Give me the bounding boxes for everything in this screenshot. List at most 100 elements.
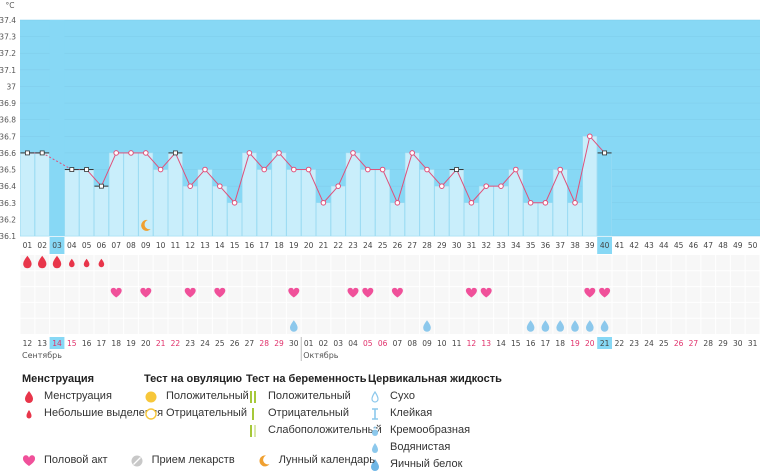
bar xyxy=(404,152,420,237)
calendar-date: 02 xyxy=(319,339,329,348)
day-number: 08 xyxy=(126,241,136,250)
data-point xyxy=(84,167,89,172)
series-line xyxy=(456,169,472,203)
bar xyxy=(227,202,242,237)
calendar-date: 22 xyxy=(615,339,625,348)
calendar-date: 14 xyxy=(496,339,506,348)
day-number: 26 xyxy=(393,241,403,250)
day-number: 48 xyxy=(718,241,728,250)
series-line xyxy=(145,152,161,170)
y-tick-label: 36.9 xyxy=(0,99,16,108)
bar xyxy=(20,152,35,237)
egg-white-drop xyxy=(290,320,298,332)
calendar-date: 08 xyxy=(407,339,417,348)
calendar-date: 20 xyxy=(585,339,595,348)
series-line xyxy=(352,152,369,170)
light-drop xyxy=(98,258,105,268)
legend-cervical-creamy: Кремообразная xyxy=(368,422,502,439)
series-line xyxy=(589,135,605,154)
calendar-date: 16 xyxy=(82,339,92,348)
day-number: 32 xyxy=(481,241,491,250)
calendar-date: 28 xyxy=(703,339,713,348)
day-number: 35 xyxy=(526,241,536,250)
calendar-date: 25 xyxy=(215,339,225,348)
legend-menstruation-heavy-label: Менструация xyxy=(44,390,112,402)
bar xyxy=(168,152,183,237)
bar xyxy=(493,185,509,237)
day-highlight xyxy=(49,237,65,254)
data-point xyxy=(439,183,445,189)
day-number: 07 xyxy=(111,241,121,250)
intercourse-heart xyxy=(584,287,596,298)
series-line xyxy=(471,185,487,204)
y-unit-label: °C xyxy=(6,1,15,10)
series-line xyxy=(249,152,265,170)
series-line xyxy=(219,185,235,204)
bar xyxy=(360,169,376,237)
bar xyxy=(478,185,494,237)
bar xyxy=(434,185,450,237)
calendar-date: 27 xyxy=(689,339,699,348)
series-line xyxy=(86,169,102,187)
egg-white-drop xyxy=(541,320,550,332)
creamy-icon xyxy=(371,425,379,436)
calendar-date: 13 xyxy=(37,339,47,348)
day-number: 23 xyxy=(348,241,358,250)
series-line xyxy=(204,169,221,187)
day-number: 05 xyxy=(82,241,92,250)
calendar-date: 18 xyxy=(111,339,121,348)
day-number: 06 xyxy=(97,241,107,250)
legend-medication: Прием лекарств xyxy=(130,452,235,469)
bar xyxy=(138,152,154,237)
legend-cervical-watery: Водянистая xyxy=(368,439,502,456)
bar xyxy=(182,185,198,237)
legend-menstruation-heavy: Менструация xyxy=(22,388,163,405)
month-label: Октябрь xyxy=(303,351,339,360)
egg-white-drop xyxy=(423,320,431,332)
bar xyxy=(94,185,109,237)
data-point xyxy=(572,199,578,206)
legend-cervical: Цервикальная жидкость Сухо Клейкая Кремо… xyxy=(368,370,502,473)
data-point xyxy=(557,166,564,173)
bar xyxy=(212,185,228,237)
calendar-date: 16 xyxy=(526,339,536,348)
data-point xyxy=(99,183,104,189)
y-tick-label: 36.4 xyxy=(0,182,16,191)
intercourse-heart xyxy=(347,287,359,298)
bar xyxy=(256,169,272,237)
series-line xyxy=(278,152,295,170)
data-point xyxy=(468,199,475,206)
calendar-date: 12 xyxy=(23,339,33,348)
bar xyxy=(390,202,405,237)
data-point xyxy=(246,150,253,156)
day-number: 44 xyxy=(659,241,669,250)
data-point xyxy=(261,166,268,173)
one-line-icon xyxy=(252,407,254,420)
drop-outline-icon xyxy=(371,390,379,403)
legend-pregnancy-weak-label: Слабоположительный xyxy=(268,424,382,436)
day-number: 47 xyxy=(703,241,713,250)
drop-heavy-icon xyxy=(25,390,33,403)
data-point xyxy=(379,166,386,173)
series-line xyxy=(574,136,591,203)
data-point xyxy=(202,166,208,173)
day-number: 11 xyxy=(171,241,181,250)
calendar-date: 20 xyxy=(141,339,151,348)
day-number: 36 xyxy=(541,241,551,250)
calendar-date: 05 xyxy=(363,339,373,348)
legend-pregnancy-title: Тест на беременность xyxy=(246,373,367,385)
calendar-date: 25 xyxy=(659,339,669,348)
legend-pregnancy-negative-label: Отрицательный xyxy=(268,407,349,419)
data-point xyxy=(602,150,607,156)
bar xyxy=(538,202,553,237)
y-tick-label: 36.5 xyxy=(0,166,16,175)
light-drop xyxy=(83,258,90,268)
day-number: 42 xyxy=(629,241,639,250)
calendar-date: 21 xyxy=(156,339,166,348)
calendar-date: 23 xyxy=(185,339,195,348)
series-line xyxy=(559,169,576,203)
data-point xyxy=(157,166,164,173)
series-line xyxy=(544,169,561,203)
calendar-date: 04 xyxy=(348,339,358,348)
calendar-date: 31 xyxy=(748,339,758,348)
